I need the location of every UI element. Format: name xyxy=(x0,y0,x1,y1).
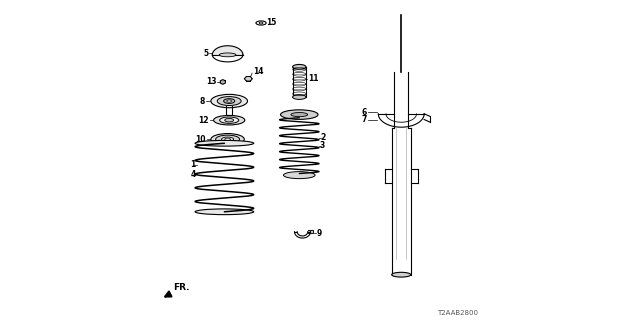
Text: FR.: FR. xyxy=(173,283,190,292)
Text: 2: 2 xyxy=(320,133,325,142)
Ellipse shape xyxy=(225,118,234,122)
Ellipse shape xyxy=(392,272,411,277)
Ellipse shape xyxy=(292,64,306,69)
Ellipse shape xyxy=(195,209,253,215)
Text: 6: 6 xyxy=(362,108,367,117)
Ellipse shape xyxy=(225,138,230,140)
Text: 11: 11 xyxy=(308,74,319,83)
Text: 15: 15 xyxy=(266,19,277,28)
Ellipse shape xyxy=(221,137,234,141)
Text: 14: 14 xyxy=(253,67,264,76)
Text: 5: 5 xyxy=(204,49,209,58)
Ellipse shape xyxy=(284,172,315,179)
Text: T2AAB2800: T2AAB2800 xyxy=(436,310,477,316)
Ellipse shape xyxy=(195,140,253,146)
Ellipse shape xyxy=(211,133,244,145)
Ellipse shape xyxy=(245,76,252,81)
Text: 13: 13 xyxy=(206,77,216,86)
Ellipse shape xyxy=(217,97,241,106)
Ellipse shape xyxy=(227,100,232,102)
Text: 8: 8 xyxy=(200,97,205,106)
Ellipse shape xyxy=(216,135,239,143)
Ellipse shape xyxy=(291,113,308,117)
Ellipse shape xyxy=(280,110,318,119)
Text: 1: 1 xyxy=(191,160,196,169)
Text: 12: 12 xyxy=(198,116,209,125)
Ellipse shape xyxy=(223,99,235,103)
Text: 4: 4 xyxy=(191,170,196,179)
Ellipse shape xyxy=(220,117,239,123)
Text: 10: 10 xyxy=(195,135,205,144)
Ellipse shape xyxy=(211,94,248,108)
Polygon shape xyxy=(308,230,313,233)
Polygon shape xyxy=(220,80,225,84)
Text: 7: 7 xyxy=(362,115,367,124)
Text: 3: 3 xyxy=(320,141,325,150)
Ellipse shape xyxy=(292,95,306,100)
Ellipse shape xyxy=(214,116,245,125)
Ellipse shape xyxy=(219,53,236,57)
Text: 9: 9 xyxy=(317,229,322,238)
